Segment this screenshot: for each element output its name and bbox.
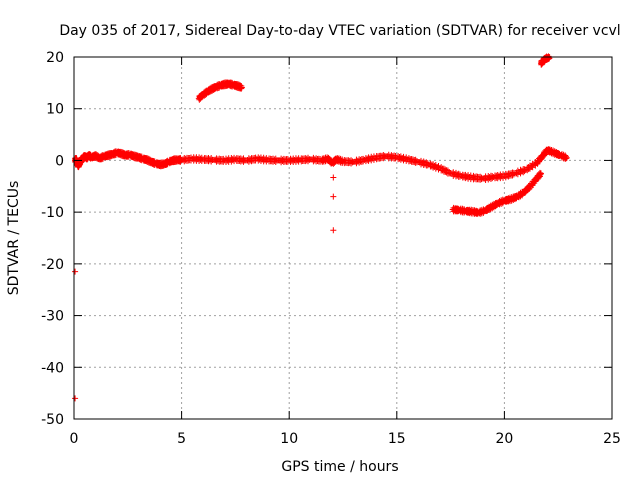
x-tick-label: 10 <box>280 431 298 447</box>
data-point <box>452 169 459 176</box>
x-tick-label: 20 <box>495 431 513 447</box>
y-tick-label: -10 <box>41 205 64 221</box>
y-tick-label: -40 <box>41 360 64 376</box>
data-point <box>537 170 544 177</box>
y-tick-label: -50 <box>41 412 64 428</box>
plot-frame <box>73 56 613 420</box>
data-point <box>72 395 79 402</box>
data-point <box>563 154 570 161</box>
x-tick-label: 25 <box>603 431 621 447</box>
data-point <box>330 193 337 200</box>
data-point <box>356 159 363 166</box>
data-point <box>330 227 337 234</box>
x-tick-label: 5 <box>177 431 186 447</box>
data-point <box>520 169 527 176</box>
data-point <box>330 174 337 181</box>
data-point <box>505 173 512 180</box>
y-tick-label: 10 <box>46 102 64 118</box>
y-tick-label: -20 <box>41 257 64 273</box>
data-point <box>381 154 388 161</box>
data-point <box>200 156 207 163</box>
x-axis-label: GPS time / hours <box>281 459 398 475</box>
y-tick-label: -30 <box>41 309 64 325</box>
data-point <box>427 160 434 167</box>
data-point <box>563 153 570 160</box>
data-point <box>303 157 310 164</box>
data-point <box>442 166 449 173</box>
grid-lines <box>74 57 612 419</box>
axis-ticks: -50 -40 -30 -20 -10 0 10 20 0 5 10 15 20 25 <box>41 50 621 447</box>
data-points <box>72 53 570 402</box>
y-axis-label: SDTVAR / TECUs <box>6 181 22 296</box>
data-point <box>238 84 245 91</box>
data-point <box>490 173 497 180</box>
y-tick-label: 0 <box>55 153 64 169</box>
x-tick-label: 15 <box>388 431 406 447</box>
data-point <box>72 268 79 275</box>
data-point <box>524 167 531 174</box>
data-point <box>463 173 470 180</box>
data-point <box>248 158 255 165</box>
data-point <box>238 85 245 92</box>
data-point <box>271 156 278 163</box>
data-point <box>537 171 544 178</box>
data-point <box>485 176 492 183</box>
chart-title: Day 035 of 2017, Sidereal Day-to-day VTE… <box>59 23 620 39</box>
x-tick-label: 0 <box>70 431 79 447</box>
y-tick-label: 20 <box>46 50 64 66</box>
